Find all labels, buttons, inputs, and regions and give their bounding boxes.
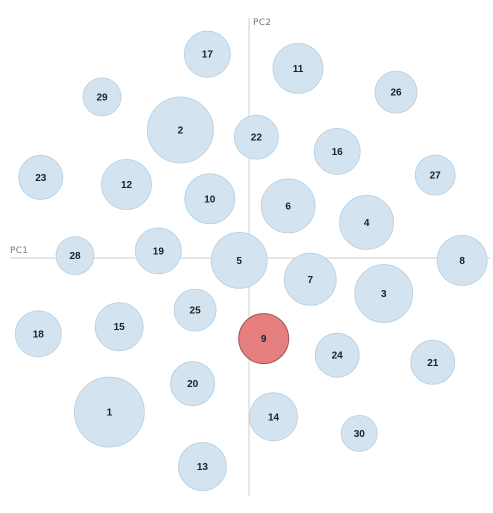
bubble-circle[interactable] [354, 264, 414, 323]
bubble-circle[interactable] [14, 310, 62, 358]
bubble-point-7[interactable]: 7 [283, 252, 337, 306]
bubble-label: 9 [261, 334, 267, 345]
bubble-label: 24 [332, 351, 344, 362]
bubble-circle[interactable] [82, 77, 122, 117]
bubble-point-9[interactable]: 9 [238, 313, 290, 365]
bubble-layer: 1234567891011121314151617181920212223242… [14, 30, 488, 491]
bubble-label: 21 [427, 358, 439, 369]
bubble-label: 27 [430, 171, 442, 182]
bubble-point-18[interactable]: 18 [14, 310, 62, 358]
bubble-point-10[interactable]: 10 [184, 173, 236, 225]
bubble-circle[interactable] [436, 234, 488, 286]
bubble-point-5[interactable]: 5 [210, 231, 268, 289]
bubble-label: 22 [251, 133, 263, 144]
bubble-point-15[interactable]: 15 [94, 302, 144, 352]
bubble-label: 26 [390, 88, 402, 99]
bubble-label: 14 [268, 412, 280, 423]
bubble-point-4[interactable]: 4 [339, 195, 395, 250]
bubble-point-11[interactable]: 11 [272, 43, 324, 94]
bubble-point-22[interactable]: 22 [233, 114, 279, 160]
bubble-circle[interactable] [272, 43, 324, 94]
bubble-point-6[interactable]: 6 [260, 178, 316, 234]
bubble-label: 12 [121, 180, 133, 191]
bubble-circle[interactable] [55, 236, 95, 276]
bubble-circle[interactable] [18, 155, 64, 200]
bubble-label: 19 [153, 246, 165, 257]
bubble-circle[interactable] [414, 154, 456, 196]
bubble-label: 8 [459, 256, 465, 267]
bubble-point-1[interactable]: 1 [73, 376, 145, 448]
bubble-point-26[interactable]: 26 [374, 70, 418, 114]
bubble-label: 28 [69, 251, 81, 262]
bubble-circle[interactable] [340, 414, 378, 452]
bubble-circle[interactable] [184, 173, 236, 225]
bubble-circle[interactable] [313, 127, 361, 175]
bubble-point-27[interactable]: 27 [414, 154, 456, 196]
bubble-label: 25 [190, 306, 202, 317]
bubble-label: 18 [33, 329, 45, 340]
bubble-point-16[interactable]: 16 [313, 127, 361, 175]
bubble-point-28[interactable]: 28 [55, 236, 95, 276]
bubble-label: 6 [285, 201, 291, 212]
bubble-circle[interactable] [410, 339, 456, 385]
bubble-point-13[interactable]: 13 [178, 442, 227, 491]
bubble-point-3[interactable]: 3 [354, 264, 414, 323]
bubble-label: 13 [197, 462, 209, 473]
bubble-point-8[interactable]: 8 [436, 234, 488, 286]
y-axis-label: PC2 [253, 18, 271, 28]
bubble-circle[interactable] [178, 442, 227, 491]
bubble-circle[interactable] [283, 252, 337, 306]
bubble-label: 1 [107, 408, 113, 419]
bubble-circle[interactable] [101, 159, 152, 210]
bubble-label: 4 [364, 218, 370, 229]
bubble-circle[interactable] [249, 392, 298, 442]
bubble-point-24[interactable]: 24 [314, 332, 360, 378]
bubble-point-20[interactable]: 20 [170, 361, 216, 407]
bubble-label: 2 [178, 126, 184, 137]
bubble-circle[interactable] [146, 96, 214, 164]
bubble-label: 15 [114, 322, 126, 333]
bubble-point-30[interactable]: 30 [340, 414, 378, 452]
bubble-circle[interactable] [173, 288, 217, 332]
bubble-point-23[interactable]: 23 [18, 155, 64, 200]
bubble-circle[interactable] [260, 178, 316, 234]
bubble-circle[interactable] [73, 376, 145, 448]
bubble-point-17[interactable]: 17 [183, 30, 231, 78]
bubble-label: 5 [236, 256, 242, 267]
bubble-label: 29 [96, 92, 108, 103]
bubble-label: 7 [307, 275, 313, 286]
bubble-label: 20 [187, 379, 199, 390]
bubble-label: 11 [293, 64, 304, 75]
bubble-point-29[interactable]: 29 [82, 77, 122, 117]
bubble-circle[interactable] [339, 195, 395, 250]
bubble-point-25[interactable]: 25 [173, 288, 217, 332]
bubble-circle[interactable] [134, 227, 182, 275]
bubble-label: 3 [381, 289, 387, 300]
bubble-circle[interactable] [210, 231, 268, 289]
bubble-circle[interactable] [374, 70, 418, 114]
bubble-point-14[interactable]: 14 [249, 392, 298, 442]
bubble-label: 16 [332, 147, 344, 158]
bubble-label: 23 [35, 173, 47, 184]
x-axis-label: PC1 [10, 246, 28, 256]
bubble-circle[interactable] [183, 30, 231, 78]
bubble-label: 17 [202, 50, 214, 61]
bubble-circle[interactable] [94, 302, 144, 352]
bubble-point-21[interactable]: 21 [410, 339, 456, 385]
bubble-circle[interactable] [233, 114, 279, 160]
bubble-label: 30 [354, 429, 366, 440]
bubble-circle[interactable] [170, 361, 216, 407]
bubble-point-19[interactable]: 19 [134, 227, 182, 275]
bubble-label: 10 [204, 194, 216, 205]
bubble-circle[interactable] [314, 332, 360, 378]
bubble-point-12[interactable]: 12 [101, 159, 152, 210]
bubble-circle[interactable] [238, 313, 290, 365]
bubble-point-2[interactable]: 2 [146, 96, 214, 164]
